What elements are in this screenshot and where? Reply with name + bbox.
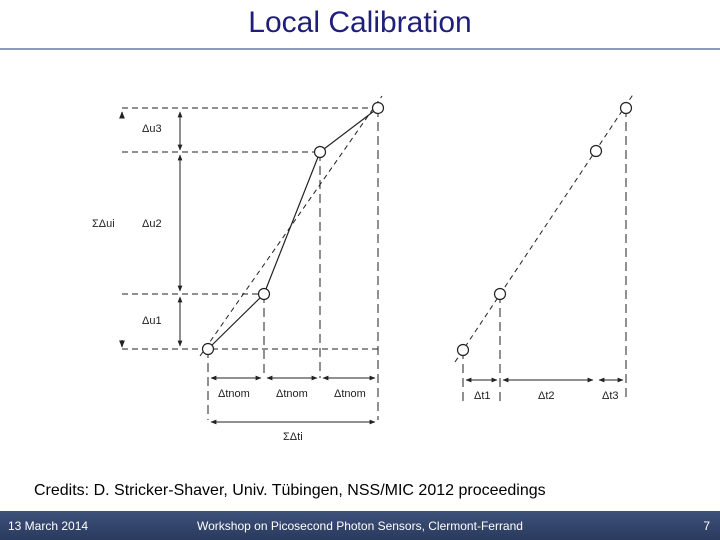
delta-u3-label: Δu3 <box>142 123 162 135</box>
left-panel <box>119 95 385 425</box>
right-panel <box>454 92 635 402</box>
delta-tnom-label: Δtnom <box>334 388 366 400</box>
footer-event: Workshop on Picosecond Photon Sensors, C… <box>197 519 523 533</box>
delta-tnom-label: Δtnom <box>218 388 250 400</box>
slide-title: Local Calibration <box>248 6 472 39</box>
data-point <box>257 287 271 301</box>
right-delta-t3-label: Δt3 <box>602 390 619 402</box>
delta-u1-label: Δu1 <box>142 315 162 327</box>
sum-delta-u-label: ΣΔui <box>92 218 115 230</box>
ideal-line <box>199 95 383 357</box>
right-ideal-line <box>454 92 635 363</box>
right-data-point <box>456 343 470 357</box>
footer-page-number: 7 <box>703 519 710 533</box>
data-point <box>201 342 215 356</box>
right-data-point <box>493 287 507 301</box>
footer-date: 13 March 2014 <box>8 519 89 533</box>
delta-u2-label: Δu2 <box>142 218 162 230</box>
data-point <box>313 145 327 159</box>
data-point <box>371 101 385 115</box>
delta-tnom-label: Δtnom <box>276 388 308 400</box>
sum-delta-t-label: ΣΔti <box>283 431 303 443</box>
right-data-point <box>619 101 633 115</box>
right-data-point <box>589 144 603 158</box>
footer-bar: 13 March 2014 Workshop on Picosecond Pho… <box>0 511 720 540</box>
title-divider <box>0 48 720 50</box>
credits-text: Credits: D. Stricker-Shaver, Univ. Tübin… <box>34 482 546 499</box>
right-delta-t1-label: Δt1 <box>474 390 491 402</box>
right-delta-t2-label: Δt2 <box>538 390 555 402</box>
measured-curve <box>207 107 379 350</box>
